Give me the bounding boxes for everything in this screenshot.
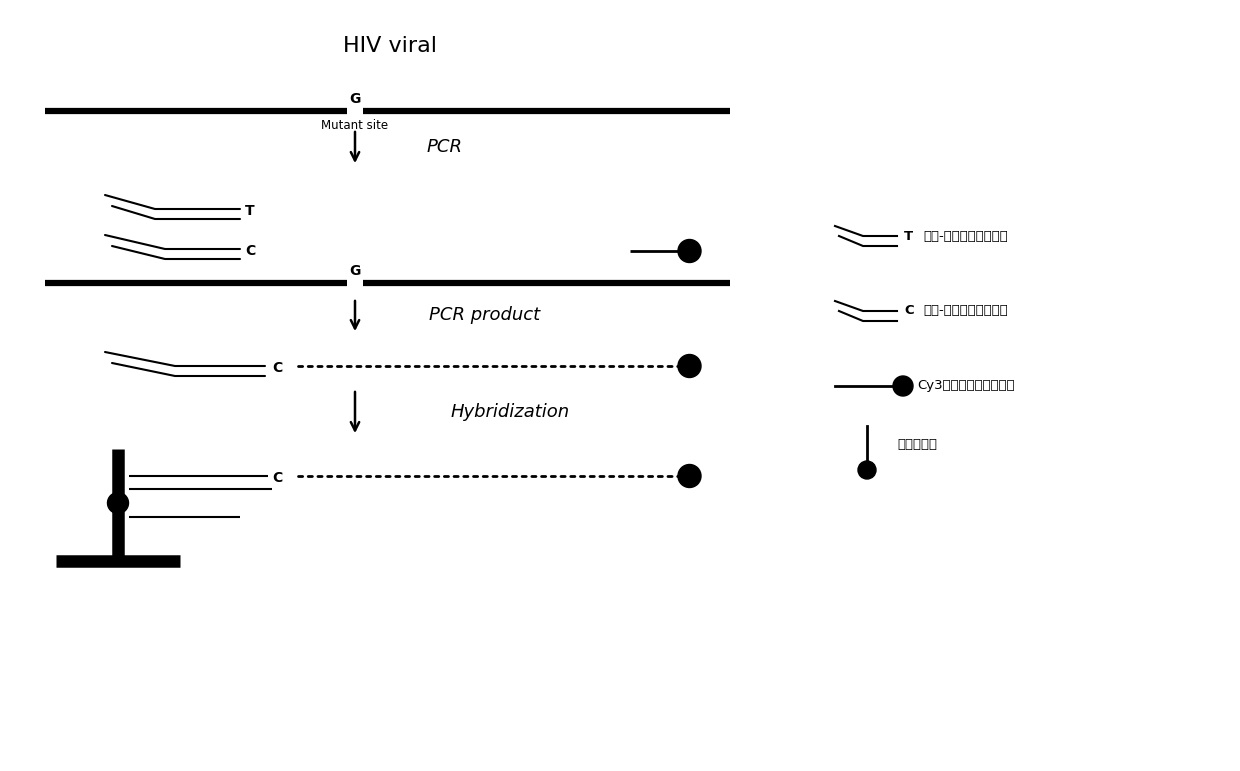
Text: G: G (350, 264, 361, 278)
Circle shape (893, 376, 913, 396)
Circle shape (678, 464, 701, 487)
Circle shape (678, 355, 701, 378)
Text: PCR product: PCR product (429, 306, 541, 324)
Text: Cy3荧光修饰的下游引物: Cy3荧光修饰的下游引物 (918, 379, 1014, 392)
Text: Mutant site: Mutant site (321, 119, 388, 132)
Circle shape (108, 493, 129, 513)
Text: C: C (272, 471, 283, 485)
Text: 探针-引物链（野生型）: 探针-引物链（野生型） (923, 230, 1008, 243)
Text: Hybridization: Hybridization (450, 403, 569, 421)
Text: C: C (904, 305, 914, 318)
Text: C: C (272, 361, 283, 375)
Text: G: G (350, 92, 361, 106)
Text: T: T (246, 204, 254, 218)
Circle shape (678, 240, 701, 262)
Text: 探针反义链: 探针反义链 (897, 437, 937, 450)
Text: T: T (904, 230, 913, 243)
Text: 探针-引物链（突变型）: 探针-引物链（突变型） (923, 305, 1008, 318)
Text: HIV viral: HIV viral (343, 36, 436, 56)
Circle shape (858, 461, 875, 479)
Text: PCR: PCR (427, 138, 463, 156)
Text: C: C (246, 244, 255, 258)
